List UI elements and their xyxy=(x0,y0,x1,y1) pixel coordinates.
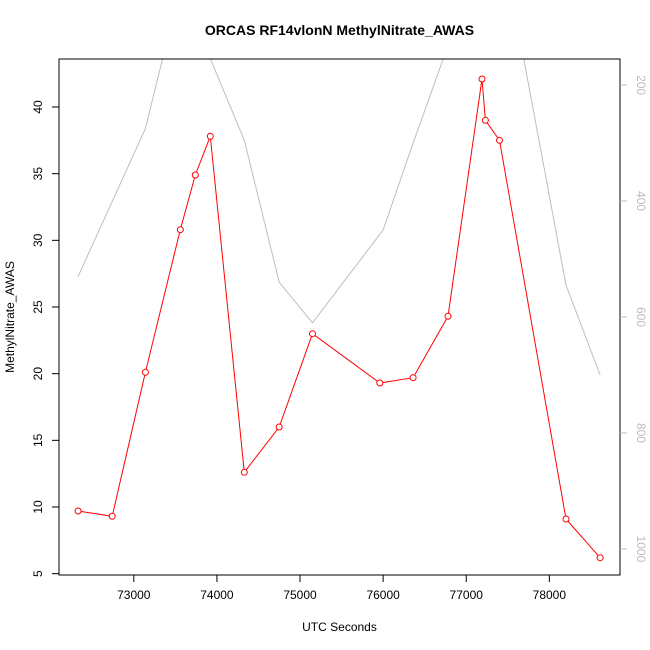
x-axis-label: UTC Seconds xyxy=(302,620,377,634)
data-point xyxy=(409,374,417,382)
y-tick-label: 35 xyxy=(31,167,45,181)
right-series-group xyxy=(77,59,601,376)
y-tick-label: 5 xyxy=(31,570,45,577)
y2-tick-label: 1000 xyxy=(634,536,648,563)
y-tick-label: 20 xyxy=(31,367,45,381)
data-point xyxy=(108,512,116,520)
data-point xyxy=(562,515,570,523)
data-point xyxy=(444,312,452,320)
y2-tick-label: 400 xyxy=(634,191,648,211)
y-tick-label: 30 xyxy=(31,233,45,247)
x-tick-label: 78000 xyxy=(533,588,567,602)
data-point xyxy=(596,554,604,562)
data-point xyxy=(275,423,283,431)
left-series-group xyxy=(74,75,604,562)
y2-tick-label: 800 xyxy=(634,423,648,443)
data-point xyxy=(478,75,486,83)
data-point xyxy=(240,468,248,476)
chart-title: ORCAS RF14vlonN MethylNitrate_AWAS xyxy=(205,22,474,38)
data-point xyxy=(309,330,316,338)
y2-axis: 200 400 600 800 1000 xyxy=(620,75,648,563)
data-point xyxy=(141,368,149,376)
x-tick-label: 73000 xyxy=(117,588,151,602)
x-tick-label: 74000 xyxy=(200,588,234,602)
y-axis: 5 10 15 20 25 30 35 40 xyxy=(31,100,59,577)
y-tick-label: 40 xyxy=(31,100,45,114)
x-axis: 73000 74000 75000 76000 77000 78000 xyxy=(117,575,566,602)
data-point xyxy=(74,507,82,515)
data-point xyxy=(206,132,214,140)
x-tick-label: 76000 xyxy=(366,588,400,602)
y-tick-label: 15 xyxy=(31,433,45,447)
data-point xyxy=(496,136,503,144)
y-tick-label: 25 xyxy=(31,300,45,314)
data-point xyxy=(481,116,489,124)
right-series-line xyxy=(77,59,601,376)
y-tick-label: 10 xyxy=(31,500,45,514)
left-series-line xyxy=(78,78,601,559)
y2-tick-label: 200 xyxy=(634,75,648,95)
data-point xyxy=(176,226,184,234)
y2-tick-label: 600 xyxy=(634,307,648,327)
y-axis-label: MethylNitrate_AWAS xyxy=(3,261,17,373)
data-point xyxy=(376,379,384,387)
data-point xyxy=(191,171,199,179)
x-tick-label: 75000 xyxy=(283,588,317,602)
plot-frame xyxy=(58,58,621,576)
x-tick-label: 77000 xyxy=(450,588,484,602)
